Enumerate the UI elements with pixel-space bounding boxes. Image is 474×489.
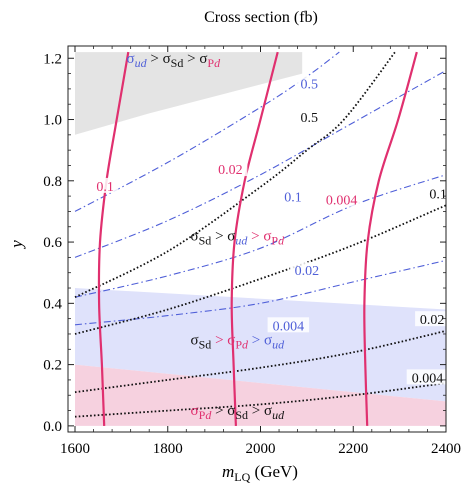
curve-label-bg: [320, 191, 363, 207]
curve-label-bg: [279, 188, 307, 204]
annotation-part: σ: [191, 229, 199, 245]
y-tick-label: 1.2: [43, 51, 62, 67]
curve-label-bg: [91, 177, 119, 193]
annotation-part: d: [242, 338, 249, 352]
annotation-part: > σ: [211, 333, 235, 349]
curve-Pd-0.1: [97, 51, 130, 426]
y-axis-label: y: [7, 240, 26, 250]
annotation-part: ud: [235, 234, 248, 248]
curve-ud-0.02: [74, 174, 446, 298]
curve-label-ud: 0.004: [273, 319, 305, 334]
curve-ud-0.004: [74, 259, 446, 326]
curve-labels: 0.1 0.02 0.004 0.5 0.1 0.02 0.004 0.5 0.1 0.02 0.0…: [91, 75, 452, 386]
y-axis: 0.0 0.2 0.4 0.6 0.8 1.0 1.2: [43, 51, 446, 435]
curve-label-Sd: 0.02: [420, 313, 445, 328]
annotation-mid: σSd > σud > σPd: [191, 229, 286, 248]
y-tick-label: 0.6: [43, 235, 62, 251]
x-axis-label: mLQ (GeV): [222, 462, 298, 484]
curve-ud-0.5: [74, 51, 340, 212]
x-axis-label-unit: (GeV): [250, 462, 298, 481]
annotation-part: > σ: [248, 333, 272, 349]
curve-label-bg: [295, 108, 323, 124]
curve-label-bg: [424, 185, 452, 201]
annotation-part: > σ: [247, 229, 271, 245]
annotation-low: σSd > σPd > σud: [191, 333, 286, 352]
y-tick-label: 1.0: [43, 113, 62, 129]
chart-title: Cross section (fb): [204, 9, 318, 26]
annotation-part: d: [214, 56, 221, 70]
annotation-part: Sd: [171, 56, 184, 70]
curve-label-bg: [289, 262, 324, 278]
curve-label-bg: [267, 317, 310, 333]
annotation-part: > σ: [147, 51, 171, 67]
annotation-bottom: σPd > σSd > σud: [191, 403, 286, 422]
region-blue: [75, 288, 446, 402]
curve-label-bg: [295, 75, 323, 91]
curve-label-bg: [406, 369, 449, 385]
curve-label-Sd: 0.1: [429, 188, 447, 203]
annotation-part: > σ: [211, 229, 235, 245]
curve-label-ud: 0.5: [300, 77, 318, 92]
annotation-part: P: [271, 234, 278, 248]
curve-Pd-0.004: [363, 51, 418, 426]
curve-label-Pd: 0.004: [326, 194, 358, 209]
curve-label-ud: 0.02: [295, 264, 320, 279]
curve-label-Pd: 0.1: [96, 180, 114, 195]
y-tick-label: 0.0: [43, 419, 62, 435]
curve-ud-0.1: [74, 70, 446, 258]
x-tick-label: 1800: [153, 441, 183, 457]
annotation-top: σud > σSd > σPd: [127, 51, 222, 70]
plot-curves: [74, 51, 446, 426]
plot-regions: [75, 52, 446, 426]
x-axis: 1600 1800 2000 2200 2400: [60, 46, 461, 457]
y-tick-label: 0.8: [43, 174, 62, 190]
curve-Sd-0.02: [74, 330, 446, 394]
annotation-part: Sd: [235, 408, 248, 422]
annotation-part: d: [205, 408, 212, 422]
annotation-part: ud: [272, 338, 285, 352]
x-tick-label: 2400: [431, 441, 461, 457]
curve-label-ud: 0.1: [284, 191, 302, 206]
curve-Pd-0.02: [230, 51, 279, 426]
curve-label-Sd: 0.004: [412, 371, 444, 386]
plot-frame: [67, 45, 447, 433]
curve-Sd-0.1: [74, 204, 446, 335]
annotation-part: P: [199, 408, 206, 422]
curve-label-Sd: 0.5: [300, 111, 318, 126]
x-tick-label: 2000: [246, 441, 276, 457]
x-axis-label-main: m: [222, 462, 234, 481]
annotation-part: σ: [191, 403, 199, 419]
y-tick-label: 0.2: [43, 358, 62, 374]
annotation-part: > σ: [183, 51, 207, 67]
curve-label-Pd: 0.02: [218, 163, 243, 178]
annotation-part: > σ: [211, 403, 235, 419]
annotation-part: P: [235, 338, 242, 352]
annotation-part: ud: [272, 408, 285, 422]
y-tick-label: 0.4: [43, 296, 62, 312]
x-axis-label-sub: LQ: [234, 470, 250, 484]
annotation-part: P: [207, 56, 214, 70]
curve-label-bg: [213, 161, 248, 177]
region-gray: [75, 52, 303, 135]
annotation-part: σ: [191, 333, 199, 349]
annotation-part: Sd: [199, 234, 212, 248]
x-tick-label: 1600: [60, 441, 90, 457]
curve-label-bg: [415, 311, 450, 327]
x-tick-label: 2200: [338, 441, 368, 457]
annotation-part: σ: [127, 51, 135, 67]
annotation-part: > σ: [248, 403, 272, 419]
curve-Sd-0.004: [74, 382, 446, 418]
annotation-part: ud: [135, 56, 148, 70]
annotation-part: d: [278, 234, 285, 248]
annotation-part: Sd: [199, 338, 212, 352]
region-pink: [75, 364, 446, 426]
